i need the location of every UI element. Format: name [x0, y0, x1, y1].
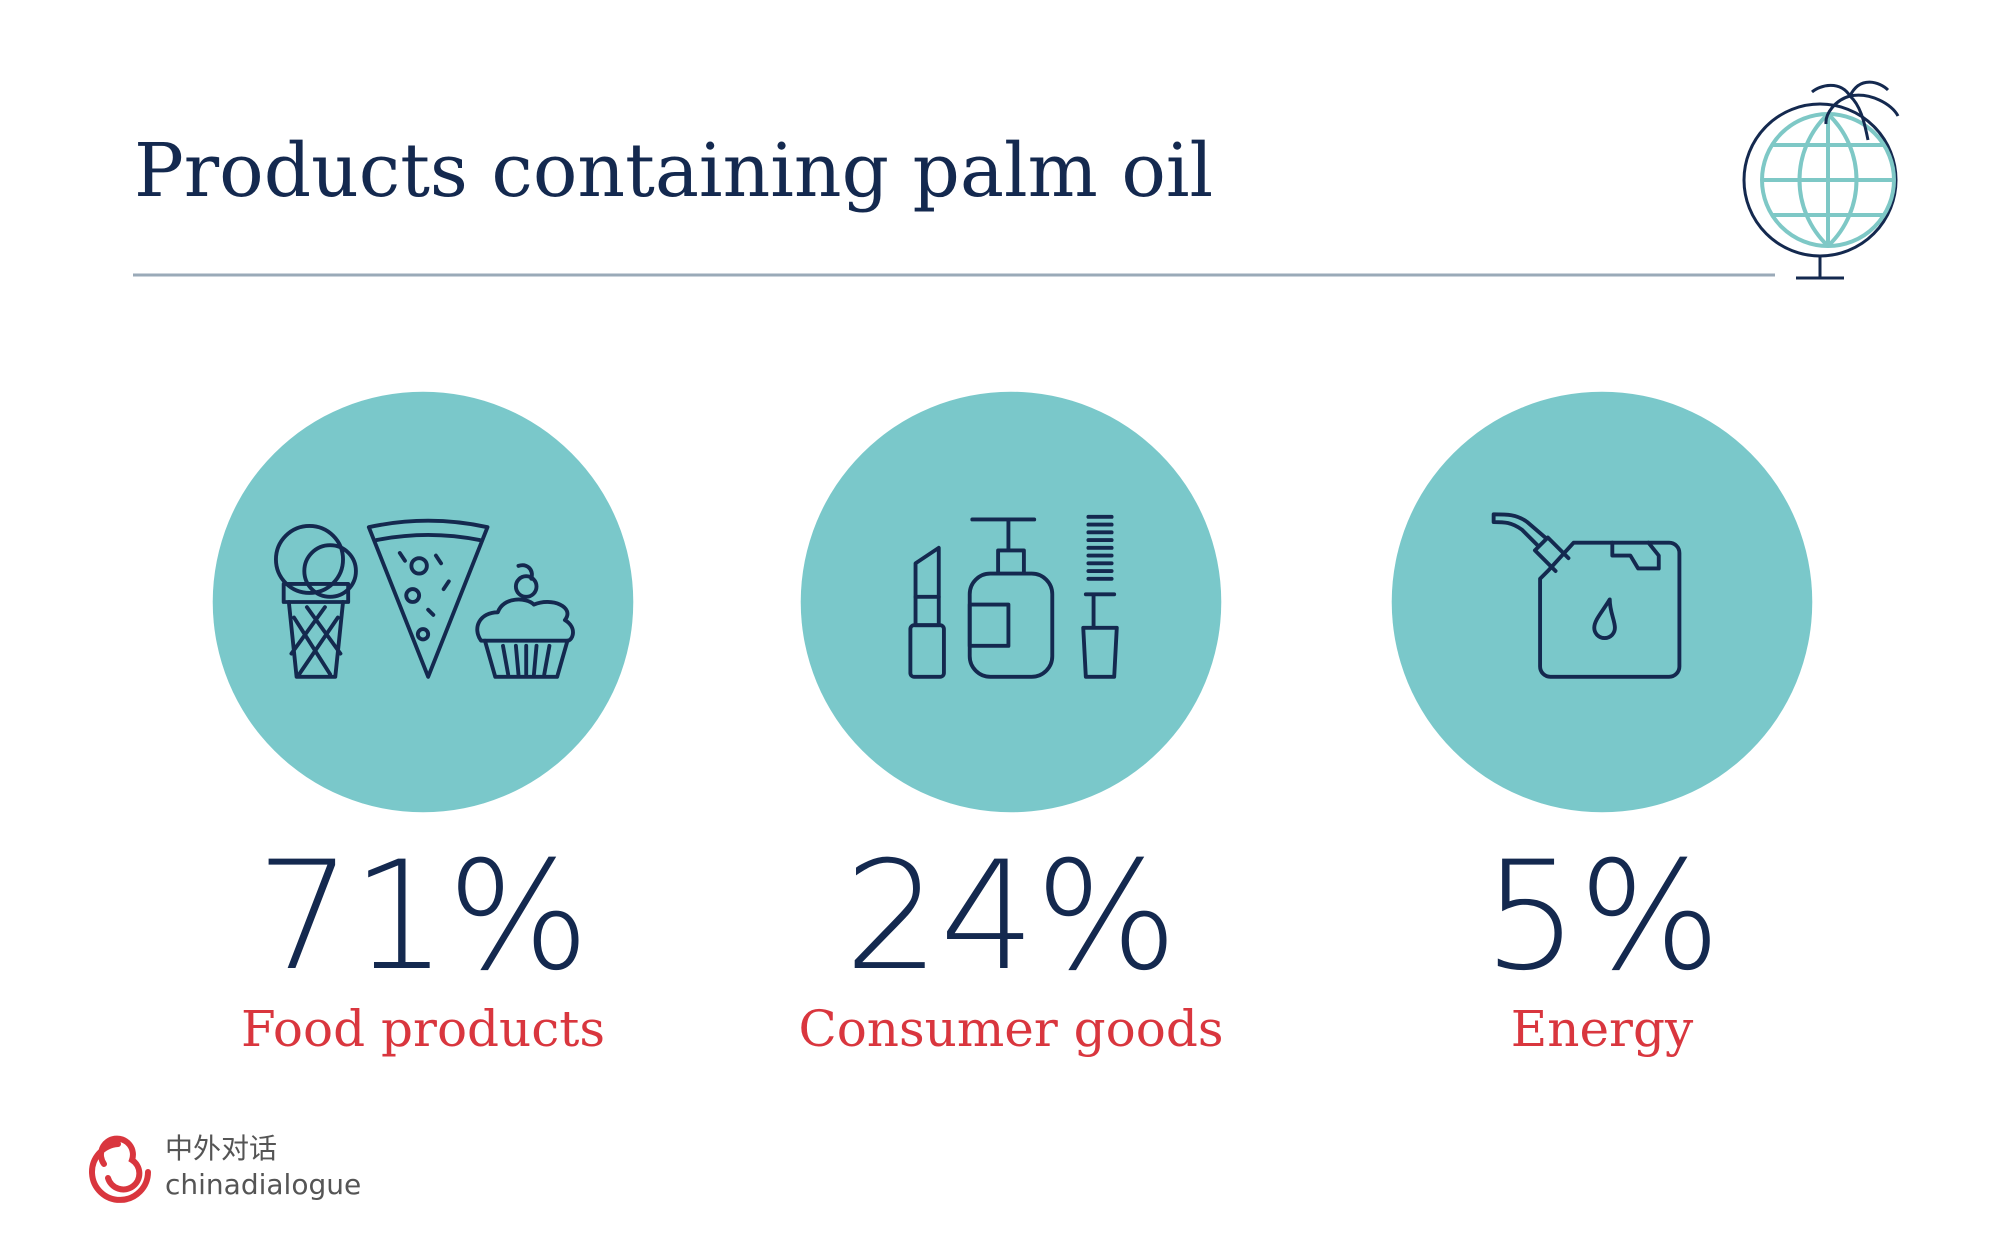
circle — [800, 391, 1222, 813]
percentage: 5% — [1483, 830, 1721, 1004]
energy-icon — [1491, 512, 1682, 679]
circle — [212, 391, 634, 813]
circle — [1391, 391, 1813, 813]
percentage: 24% — [844, 830, 1177, 1004]
energy-icon-group — [1391, 391, 1813, 813]
category-label: Consumer goods — [798, 1000, 1223, 1058]
percentage: 71% — [256, 830, 589, 1004]
logo-mark — [89, 1135, 151, 1203]
logo-chinese: 中外对话 — [165, 1132, 277, 1165]
consumer-icon — [908, 514, 1119, 679]
globe-icon — [1742, 80, 1900, 280]
title: Products containing palm oil — [134, 128, 1213, 214]
consumer-icon-group — [800, 391, 1222, 813]
food-icon-group — [212, 391, 634, 813]
logo-name: chinadialogue — [165, 1168, 361, 1201]
category-label: Energy — [1511, 1000, 1694, 1058]
food-icon — [274, 518, 575, 679]
category-label: Food products — [241, 1000, 605, 1058]
